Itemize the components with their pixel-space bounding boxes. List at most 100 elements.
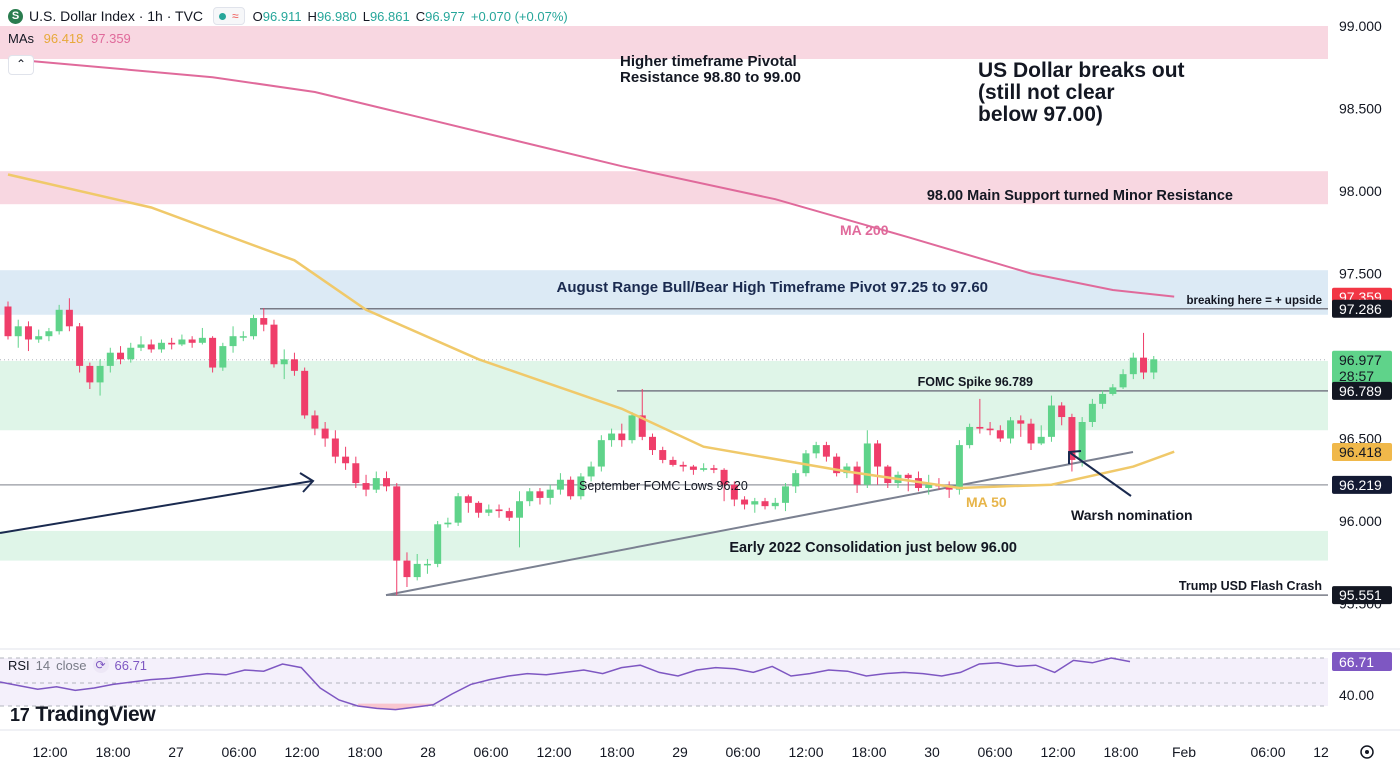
market-status[interactable]: ≈	[213, 7, 245, 25]
zone-main-support-minor-resistance	[0, 171, 1328, 205]
x-tick-label: 30	[924, 744, 940, 760]
ma-layer	[7, 58, 1175, 490]
ohlc-close: C96.977	[416, 9, 465, 24]
candle-up	[157, 342, 165, 350]
settings-gear-icon	[1360, 745, 1374, 759]
tradingview-mark-icon: 17	[10, 704, 30, 725]
delay-wave-icon: ≈	[232, 9, 239, 23]
candle-down	[904, 474, 912, 479]
tradingview-logo[interactable]: 17 TradingView	[10, 703, 156, 727]
candle-down	[188, 339, 196, 343]
candle-down	[209, 337, 217, 368]
ma50-price-tag-bg	[1332, 443, 1392, 462]
ohlc-high: H96.980	[308, 9, 357, 24]
symbol-header[interactable]: S U.S. Dollar Index · 1h · TVC ≈ O96.911…	[8, 6, 568, 26]
candle-down	[720, 469, 728, 485]
x-tick-label: 18:00	[347, 744, 382, 760]
candle-down	[710, 468, 718, 470]
candle-up	[280, 359, 288, 365]
candle-up	[106, 352, 114, 366]
level-price-tag-text: 95.551	[1339, 587, 1382, 603]
ma-legend-label: MAs	[8, 31, 34, 46]
high-value: 96.980	[316, 8, 357, 24]
candle-up	[45, 331, 53, 337]
candle-down	[301, 370, 309, 416]
candle-down	[147, 344, 155, 350]
candle-up	[597, 440, 605, 467]
candle-down	[495, 509, 503, 512]
candle-down	[464, 496, 472, 503]
arrow-head-icon	[299, 472, 315, 493]
zone-label-higher-timeframe-pivotal-resistance: Higher timeframe Pivotal	[620, 53, 797, 70]
last-price-tag-text: 96.977	[1339, 352, 1382, 368]
x-tick-label: 18:00	[1103, 744, 1138, 760]
candle-down	[884, 466, 892, 484]
candle-up	[1150, 359, 1158, 373]
candle-up	[781, 486, 789, 503]
zone-label-main-support-minor-resistance: 98.00 Main Support turned Minor Resistan…	[927, 188, 1233, 204]
x-axis: 12:00 18:00 27 06:00 12:00 18:00 28 06:00 12:00 1…	[0, 729, 1400, 760]
candle-down	[1017, 420, 1025, 424]
last-price-tag-bg	[1332, 350, 1392, 385]
candle-down	[976, 426, 984, 429]
candle-up	[250, 318, 258, 337]
ma-legend[interactable]: MAs 96.418 97.359	[8, 31, 131, 46]
candle-down	[536, 491, 544, 498]
last-price-tag-countdown: 28:57	[1339, 368, 1374, 384]
ohlc-open: O96.911	[253, 9, 302, 24]
candle-up	[843, 466, 851, 474]
level-price-tag-text: 97.286	[1339, 301, 1382, 317]
candle-up	[1119, 374, 1127, 388]
headline-text: below 97.00)	[978, 103, 1103, 126]
symbol-title[interactable]: U.S. Dollar Index · 1h · TVC	[29, 8, 204, 24]
candle-down	[986, 428, 994, 431]
ma50-price-tag-text: 96.418	[1339, 444, 1382, 460]
rsi-pane: 66.71 40.00	[0, 648, 1400, 711]
warsh-label: Warsh nomination	[1071, 507, 1193, 523]
y-tick-label: 96.500	[1339, 431, 1382, 447]
candle-down	[352, 463, 360, 484]
candle-up	[792, 473, 800, 487]
candle-down	[648, 436, 656, 451]
candle-down	[1027, 423, 1035, 444]
rsi-value-tag-bg	[1332, 652, 1392, 671]
candle-down	[874, 443, 882, 467]
zone-early-2022-consolidation	[0, 530, 1328, 561]
candle-up	[127, 347, 135, 360]
candle-down	[117, 352, 125, 360]
level-price-tag-text: 96.789	[1339, 383, 1382, 399]
price-change: +0.070 (+0.07%)	[470, 8, 568, 24]
candle-up	[628, 415, 636, 441]
tradingview-wordmark: TradingView	[35, 703, 156, 726]
x-tick-label: 06:00	[221, 744, 256, 760]
refresh-icon[interactable]: ⟳	[92, 657, 109, 673]
candle-up	[546, 489, 554, 498]
y-tick-label: 99.000	[1339, 18, 1382, 34]
candle-up	[96, 365, 104, 383]
candle-up	[413, 563, 421, 578]
ma-200-line	[7, 58, 1175, 298]
candle-down	[383, 478, 391, 487]
high-label: H	[307, 8, 317, 24]
sept-fomc-label: September FOMC Lows 96.20	[579, 479, 748, 493]
candle-up	[1078, 422, 1086, 460]
x-tick-label: 12:00	[788, 744, 823, 760]
trendline	[385, 451, 1134, 597]
settings-gear-center-icon	[1365, 750, 1369, 754]
low-label: L	[362, 8, 370, 24]
candle-down	[290, 359, 298, 371]
y-tick-label: 98.500	[1339, 101, 1382, 117]
rsi-label: RSI	[8, 657, 30, 673]
x-tick-label: 12:00	[284, 744, 319, 760]
collapse-legend-button[interactable]: ⌃	[8, 55, 34, 75]
candle-up	[700, 468, 708, 470]
candle-down	[331, 438, 339, 457]
x-tick-label: 12:00	[1040, 744, 1075, 760]
rsi-line	[0, 657, 1131, 711]
candle-down	[76, 326, 84, 366]
zones-layer	[0, 26, 1328, 561]
chevron-up-icon: ⌃	[15, 57, 27, 71]
rsi-legend[interactable]: RSI 14 close ⟳ 66.71	[8, 657, 147, 673]
lines-layer	[0, 308, 1328, 597]
candle-up	[1037, 436, 1045, 444]
